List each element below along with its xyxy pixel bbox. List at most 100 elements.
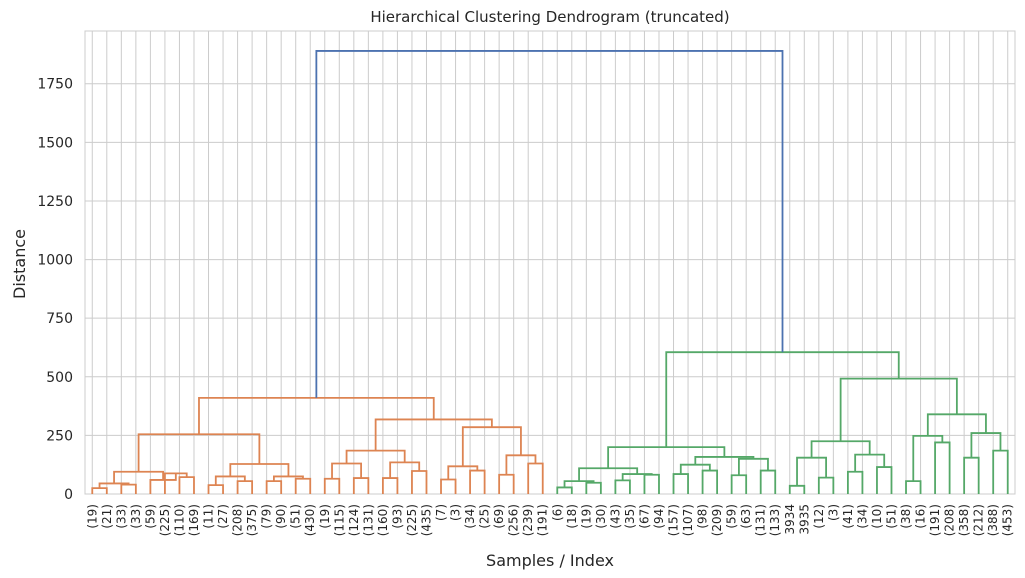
x-tick-label: (67): [637, 504, 651, 529]
x-tick-label: (131): [754, 504, 768, 536]
dendrogram-link: [381, 477, 399, 494]
x-tick-label: (124): [347, 504, 361, 536]
dendrogram-link: [730, 474, 748, 494]
x-tick-label: (12): [812, 504, 826, 529]
dendrogram-link: [963, 456, 980, 494]
dendrogram-link: [164, 472, 188, 494]
x-tick-label: (93): [390, 504, 404, 529]
x-tick-label: (21): [100, 504, 114, 529]
dendrogram-link: [839, 377, 958, 442]
y-tick-label: 500: [46, 370, 73, 386]
x-tick-label: (453): [1001, 504, 1015, 536]
x-tick-label: (79): [260, 504, 274, 529]
x-tick-label: (225): [405, 504, 419, 536]
dendrogram-link: [461, 426, 522, 467]
dendrogram-link: [411, 470, 428, 494]
x-tick-label: (3): [449, 504, 463, 521]
x-tick-label: (133): [768, 504, 782, 536]
dendrogram-link: [905, 480, 922, 494]
dendrogram-link: [738, 457, 769, 476]
dendrogram-link: [389, 461, 421, 479]
x-tick-label: (430): [303, 504, 317, 536]
x-tick-label: (191): [536, 504, 550, 536]
dendrogram-link: [198, 396, 435, 435]
x-tick-label: (358): [957, 504, 971, 536]
x-tick-label: (256): [507, 504, 521, 536]
x-tick-label: (34): [855, 504, 869, 529]
y-tick-label: 250: [46, 428, 73, 444]
x-tick-label: 3935: [797, 504, 811, 535]
x-tick-label: (3): [826, 504, 840, 521]
y-axis-label: Distance: [10, 229, 29, 299]
x-tick-label: (131): [361, 504, 375, 536]
x-tick-label: (19): [85, 504, 99, 529]
x-tick-label: (63): [739, 504, 753, 529]
x-tick-label: (239): [521, 504, 535, 536]
dendrogram-link: [331, 462, 362, 479]
dendrogram-link: [578, 467, 639, 482]
y-tick-label: 1500: [37, 135, 73, 151]
x-tick-label: (43): [608, 504, 622, 529]
x-tick-label: (435): [419, 504, 433, 536]
dendrogram-link: [934, 441, 951, 494]
x-tick-label: (388): [986, 504, 1000, 536]
dendrogram-link: [315, 50, 784, 398]
x-tick-label: (98): [696, 504, 710, 529]
plot-frame: [84, 30, 1016, 495]
x-tick-label: (33): [114, 504, 128, 529]
dendrogram-link: [447, 465, 479, 480]
dendrogram-link: [876, 466, 893, 494]
x-tick-label: (208): [231, 504, 245, 536]
x-tick-label: (25): [478, 504, 492, 529]
dendrogram-link: [236, 480, 254, 494]
x-tick-label: (10): [870, 504, 884, 529]
dendrogram-link: [679, 463, 711, 475]
x-tick-label: (115): [332, 504, 346, 536]
dendrogram-link: [796, 456, 827, 486]
dendrogram-link: [229, 463, 290, 477]
x-tick-label: (191): [928, 504, 942, 536]
dendrogram-link: [527, 462, 544, 494]
dendrogram-link: [178, 476, 195, 494]
dendrogram-link: [137, 433, 261, 472]
x-axis-label: Samples / Index: [486, 551, 614, 570]
x-tick-label: (51): [289, 504, 303, 529]
y-tick-label: 0: [64, 487, 73, 503]
dendrogram-link: [643, 473, 660, 494]
x-tick-label: (11): [202, 504, 216, 529]
x-tick-label: (33): [129, 504, 143, 529]
x-tick-label: 3934: [783, 504, 797, 535]
dendrogram-link: [556, 486, 573, 494]
dendrogram-link: [469, 469, 486, 494]
x-tick-label: (59): [725, 504, 739, 529]
dendrogram-link: [607, 446, 726, 469]
x-tick-label: (94): [652, 504, 666, 529]
x-tick-label: (27): [216, 504, 230, 529]
x-tick-label: (35): [623, 504, 637, 529]
dendrogram-link: [817, 476, 835, 494]
dendrogram-link: [672, 473, 689, 494]
x-tick-label: (41): [841, 504, 855, 529]
dendrogram-link: [323, 477, 341, 494]
x-tick-label: (69): [492, 504, 506, 529]
dendrogram-link: [440, 478, 457, 494]
dendrogram-link: [788, 484, 806, 494]
x-tick-label: (7): [434, 504, 448, 521]
dendrogram-link: [265, 480, 283, 494]
dendrogram-link: [585, 481, 602, 494]
dendrogram-link: [214, 475, 246, 486]
x-tick-label: (208): [943, 504, 957, 536]
x-tick-label: (19): [579, 504, 593, 529]
y-tick-label: 1000: [37, 253, 73, 269]
y-tick-label: 1750: [37, 77, 73, 93]
y-tick-label: 1250: [37, 194, 73, 210]
x-tick-label: (157): [667, 504, 681, 536]
y-axis-ticks: 0 250 500 750 1000 1250 1500 1750: [37, 77, 73, 503]
dendrogram-link: [91, 487, 108, 494]
dendrogram-link: [926, 413, 987, 436]
dendrogram-link: [505, 454, 537, 475]
dendrogram-link: [665, 351, 900, 448]
dendrogram-link: [294, 477, 312, 494]
x-tick-label: (225): [158, 504, 172, 536]
x-tick-label: (209): [710, 504, 724, 536]
